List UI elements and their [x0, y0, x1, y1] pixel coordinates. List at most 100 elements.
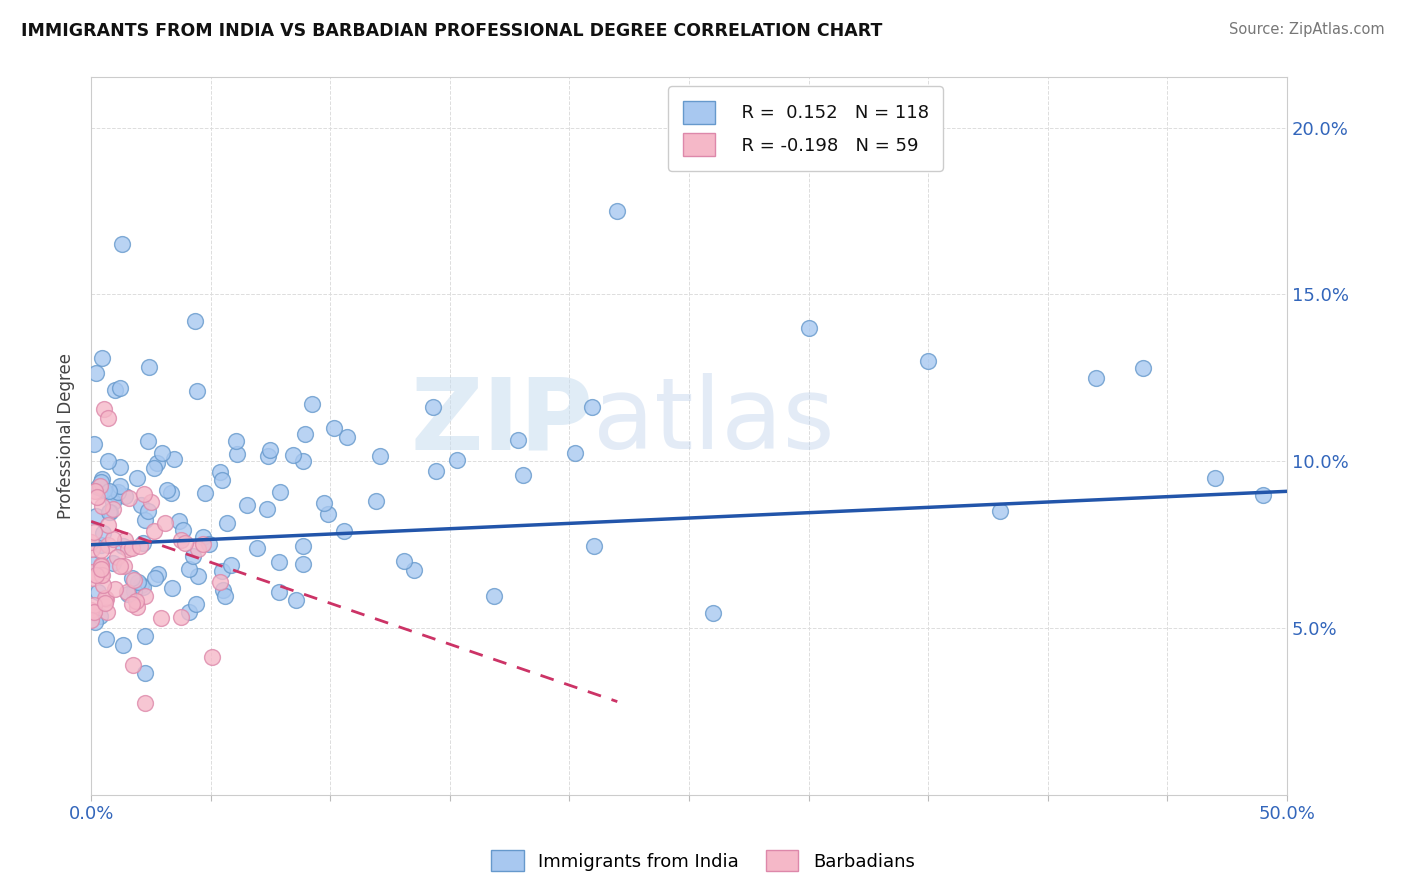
Point [110, 381, 132, 395]
Point [82, 571, 104, 585]
Point [225, 447, 247, 461]
Point [98, 505, 121, 519]
Point [194, 486, 217, 500]
Text: IMMIGRANTS FROM INDIA VS BARBADIAN PROFESSIONAL DEGREE CORRELATION CHART: IMMIGRANTS FROM INDIA VS BARBADIAN PROFE… [21, 22, 883, 40]
Point [122, 573, 145, 587]
Point [162, 581, 184, 595]
Point [148, 566, 170, 581]
Point [91, 578, 114, 592]
Point [90, 538, 112, 552]
Point [125, 594, 148, 608]
Point [91, 471, 114, 485]
Point [86, 490, 108, 504]
Point [1132, 360, 1154, 375]
Point [105, 550, 128, 565]
Point [101, 495, 124, 509]
Point [245, 541, 267, 555]
Point [797, 320, 820, 334]
Point [121, 597, 143, 611]
Point [1251, 488, 1274, 502]
Point [512, 468, 534, 483]
Point [108, 459, 131, 474]
Point [117, 541, 139, 556]
Point [167, 514, 190, 528]
Y-axis label: Professional Degree: Professional Degree [58, 353, 75, 519]
Point [160, 485, 183, 500]
Point [121, 541, 143, 555]
Text: Source: ZipAtlas.com: Source: ZipAtlas.com [1229, 22, 1385, 37]
Point [506, 433, 529, 447]
Point [322, 421, 344, 435]
Point [173, 536, 195, 550]
Point [236, 498, 259, 512]
Point [84, 509, 107, 524]
Point [422, 400, 444, 414]
Point [291, 557, 314, 571]
Point [94, 591, 117, 605]
Point [186, 384, 208, 398]
Point [702, 606, 724, 620]
Point [101, 556, 124, 570]
Point [177, 562, 200, 576]
Point [121, 571, 143, 585]
Point [283, 448, 305, 462]
Point [90, 559, 112, 574]
Point [136, 504, 159, 518]
Point [606, 203, 628, 218]
Point [94, 596, 117, 610]
Point [267, 555, 290, 569]
Point [114, 489, 136, 503]
Point [1204, 471, 1226, 485]
Point [267, 585, 290, 599]
Point [132, 580, 155, 594]
Point [582, 539, 605, 553]
Point [87, 584, 110, 599]
Point [163, 452, 186, 467]
Point [193, 530, 215, 544]
Point [404, 563, 426, 577]
Point [90, 568, 112, 582]
Point [187, 541, 209, 556]
Point [142, 524, 165, 538]
Point [425, 464, 447, 478]
Point [211, 564, 233, 578]
Point [256, 502, 278, 516]
Point [256, 450, 278, 464]
Point [201, 649, 224, 664]
Point [134, 514, 156, 528]
Point [90, 475, 112, 489]
Point [292, 453, 315, 467]
Point [104, 485, 127, 500]
Point [93, 483, 115, 498]
Point [134, 486, 156, 500]
Point [366, 494, 388, 508]
Point [112, 539, 135, 553]
Point [212, 582, 235, 597]
Point [294, 426, 316, 441]
Point [101, 501, 124, 516]
Point [83, 598, 105, 612]
Point [446, 453, 468, 467]
Point [118, 491, 141, 505]
Point [125, 470, 148, 484]
Point [312, 496, 335, 510]
Point [110, 478, 132, 492]
Point [83, 483, 105, 498]
Point [108, 559, 131, 574]
Point [101, 532, 124, 546]
Point [82, 541, 104, 556]
Point [134, 590, 156, 604]
Point [145, 456, 167, 470]
Point [127, 575, 149, 590]
Point [291, 539, 314, 553]
Point [96, 605, 118, 619]
Point [98, 483, 121, 498]
Point [316, 508, 339, 522]
Point [219, 558, 242, 573]
Point [97, 518, 120, 533]
Point [269, 484, 291, 499]
Point [90, 562, 112, 576]
Point [97, 537, 120, 551]
Point [134, 696, 156, 710]
Point [1084, 371, 1107, 385]
